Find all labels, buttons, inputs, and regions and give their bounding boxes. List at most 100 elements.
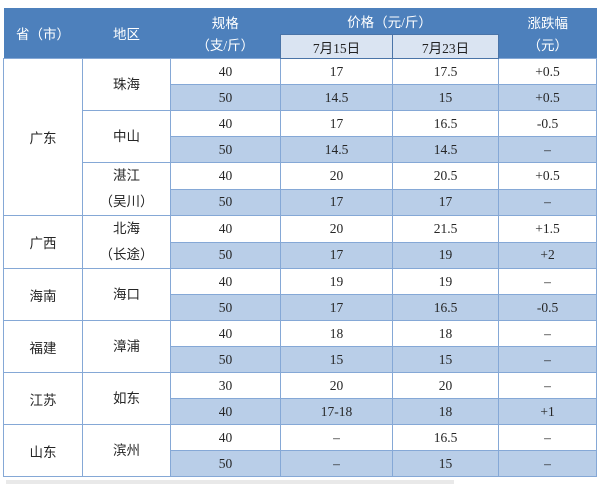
region-name-line: 湛江 xyxy=(113,168,140,183)
spec-cell: 40 xyxy=(170,424,281,451)
change-cell: +0.5 xyxy=(498,58,598,85)
region-cell: 漳浦 xyxy=(82,320,171,373)
price-0715-cell: 19 xyxy=(280,268,393,295)
table-row: 中山 40 17 16.5 -0.5 xyxy=(4,110,598,163)
table-row: 江苏 如东 30 20 20– xyxy=(3,372,598,425)
price-0715-cell: 17 xyxy=(280,58,393,85)
table-row: 湛江 （吴川） 40 20 20.5 +0.5 xyxy=(4,162,598,216)
table-row: 50 15 15– xyxy=(4,346,598,373)
province-cell: 福建 xyxy=(3,320,83,373)
change-cell: – xyxy=(498,450,598,477)
header-date-0715: 7月15日 xyxy=(280,34,393,59)
spec-cell: 50 xyxy=(170,188,281,216)
spec-cell: 40 xyxy=(170,58,281,85)
price-0715-cell: 17 xyxy=(280,241,393,269)
spec-cell: 40 xyxy=(170,268,281,295)
price-0715-cell: 17 xyxy=(280,294,393,321)
region-name-line: 北海 xyxy=(113,221,140,236)
price-0715-cell: 14.5 xyxy=(280,84,393,111)
change-cell: +2 xyxy=(498,241,598,269)
table-body: 广东 珠海 40 17 17.5 +0.5 50 14.5 15 +0.5 中山 40 17 16.5 -0… xyxy=(3,58,598,477)
region-name-line: （吴川） xyxy=(99,194,154,209)
spec-cell: 50 xyxy=(170,84,281,111)
region-cell: 中山 xyxy=(82,110,171,163)
price-0723-cell: 20.5 xyxy=(391,162,500,190)
spec-cell: 50 xyxy=(170,136,281,163)
region-cell: 如东 xyxy=(82,372,171,425)
spec-cell: 50 xyxy=(170,346,281,373)
change-cell: – xyxy=(498,346,598,373)
table-row: 福建 漳浦 40 18 18– xyxy=(3,320,598,373)
price-0715-cell: 17 xyxy=(280,110,393,137)
change-cell: – xyxy=(498,188,598,216)
table-row: 50 17 17– xyxy=(4,188,598,216)
table-row: 50 14.5 15 +0.5 xyxy=(4,84,598,111)
change-cell: -0.5 xyxy=(498,294,598,321)
table-header: 省（市） 地区 规格 （支/斤） 价格（元/斤） 涨跌幅 （元） 7月15 xyxy=(3,8,597,59)
price-0715-cell: 14.5 xyxy=(280,136,393,163)
price-0723-cell: 15 xyxy=(391,450,500,477)
header-spec: 规格 （支/斤） xyxy=(170,8,281,59)
header-region-label: 地区 xyxy=(113,27,140,42)
header-change: 涨跌幅 （元） xyxy=(498,8,597,59)
province-cell: 山东 xyxy=(3,424,83,477)
spec-cell: 50 xyxy=(170,241,281,269)
region-name-line: 珠海 xyxy=(113,76,140,92)
price-0723-cell: 14.5 xyxy=(391,136,500,163)
change-cell: – xyxy=(498,372,598,399)
change-cell: – xyxy=(498,136,598,163)
region-cell: 珠海 xyxy=(82,58,171,111)
region-name-line: 漳浦 xyxy=(113,338,140,354)
header-province: 省（市） xyxy=(3,8,83,59)
region-cell: 滨州 xyxy=(82,424,171,477)
header-price-group: 价格（元/斤） xyxy=(280,8,499,35)
spec-cell: 50 xyxy=(170,450,281,477)
spec-cell: 40 xyxy=(170,215,281,243)
price-0723-cell: 15 xyxy=(391,346,500,373)
price-0715-cell: 15 xyxy=(280,346,393,373)
change-cell: +0.5 xyxy=(498,84,598,111)
price-0715-cell: – xyxy=(280,450,393,477)
header-date-0723: 7月23日 xyxy=(391,34,500,59)
table-row: 50 17 19 +2 xyxy=(4,241,598,269)
change-cell: – xyxy=(498,268,598,295)
change-cell: +1.5 xyxy=(498,215,598,243)
region-name-line: 滨州 xyxy=(113,442,140,458)
spec-cell: 40 xyxy=(170,110,281,137)
header-spec-line1: 规格 xyxy=(211,16,239,31)
spec-cell: 40 xyxy=(170,398,281,425)
table-row: 50 17 16.5 -0.5 xyxy=(4,294,598,321)
spec-cell: 40 xyxy=(170,162,281,190)
table-row: 山东 滨州 40–16.5– xyxy=(3,424,598,477)
price-0723-cell: 21.5 xyxy=(391,215,500,243)
spec-cell: 30 xyxy=(170,372,281,399)
province-cell: 广东 xyxy=(3,58,83,216)
header-price-group-label: 价格（元/斤） xyxy=(347,15,432,30)
header-change-line2: （元） xyxy=(527,38,569,53)
price-0723-cell: 17 xyxy=(391,188,500,216)
region-name-line: 海口 xyxy=(113,286,140,302)
province-cell: 广西 xyxy=(3,215,83,269)
region-cell: 湛江 （吴川） xyxy=(82,162,171,216)
header-province-label: 省（市） xyxy=(16,27,70,42)
header-spec-line2: （支/斤） xyxy=(196,38,255,53)
table-row: 40 17-18 18 +1 xyxy=(4,398,598,425)
change-cell: +0.5 xyxy=(498,162,598,190)
change-cell: – xyxy=(498,320,598,347)
price-0715-cell: 20 xyxy=(280,215,393,243)
table-row: 广西 北海 （长途） 40 20 21.5 +1.5 xyxy=(3,215,598,269)
province-cell: 海南 xyxy=(3,268,83,321)
price-0723-cell: 18 xyxy=(391,320,500,347)
table-row: 50 14.5 14.5– xyxy=(4,136,598,163)
price-0723-cell: 18 xyxy=(391,398,500,425)
price-0715-cell: 17 xyxy=(280,188,393,216)
change-cell: +1 xyxy=(498,398,598,425)
region-name-line: 如东 xyxy=(113,390,140,406)
price-0715-cell: 18 xyxy=(280,320,393,347)
table-row: 广东 珠海 40 17 17.5 +0.5 xyxy=(3,58,598,216)
price-0715-cell: 20 xyxy=(280,372,393,399)
spec-cell: 40 xyxy=(170,320,281,347)
price-0723-cell: 15 xyxy=(391,84,500,111)
price-0723-cell: 19 xyxy=(391,241,500,269)
table-row: 海南 海口 40 19 19– xyxy=(3,268,598,321)
